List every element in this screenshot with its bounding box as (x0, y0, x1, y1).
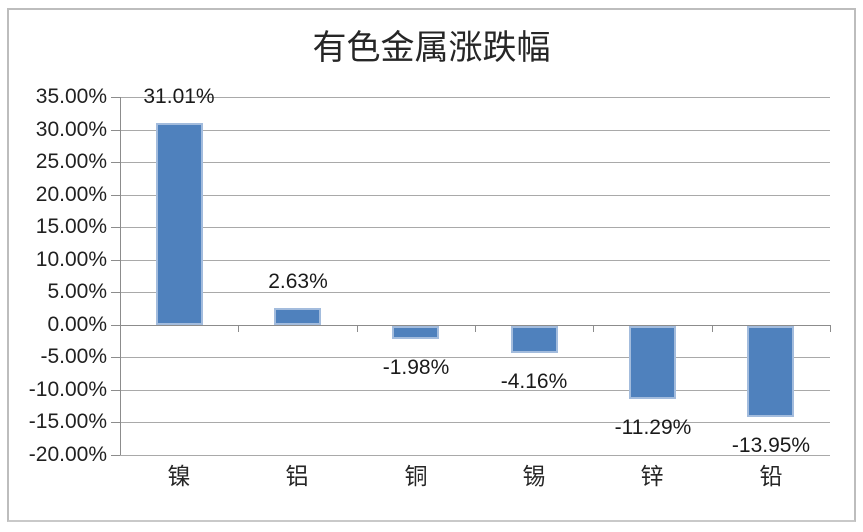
x-axis-tick (712, 325, 713, 332)
bar-value-label: 31.01% (143, 85, 215, 108)
y-axis-tick (111, 195, 120, 196)
y-axis-label: -5.00% (40, 345, 107, 368)
y-axis-label: 0.00% (47, 313, 107, 336)
category-label: 铅 (759, 464, 783, 490)
bar-value-label: -11.29% (614, 416, 692, 439)
category-label: 锌 (640, 464, 664, 490)
y-axis-label: 20.00% (35, 183, 107, 206)
bar-value-label: -1.98% (382, 356, 450, 379)
chart-bar-锌 (629, 326, 676, 399)
y-axis-tick (111, 357, 120, 358)
y-axis-tick (111, 325, 120, 326)
y-axis-tick (111, 455, 120, 456)
plot-area: 35.00% 30.00% 25.00% 20.00% 15.00% 10.00% 5.00… (9, 10, 854, 520)
x-axis-tick (120, 325, 121, 332)
category-label: 镍 (167, 464, 191, 490)
y-axis-line (120, 97, 121, 455)
y-axis-label: 10.00% (35, 248, 107, 271)
chart-title: 有色金属涨跌幅 (312, 28, 551, 68)
category-label: 铜 (404, 464, 428, 490)
gridline-15.00% (120, 227, 830, 228)
x-axis-tick (238, 325, 239, 332)
category-label: 铝 (285, 464, 309, 490)
gridline--15.00% (120, 422, 830, 423)
x-axis-tick (593, 325, 594, 332)
category-label: 锡 (522, 464, 546, 490)
gridline--5.00% (120, 357, 830, 358)
bar-value-label: -13.95% (731, 434, 811, 457)
y-axis-label: -10.00% (28, 378, 107, 401)
y-axis-label: 5.00% (47, 280, 107, 303)
bar-value-label: -4.16% (500, 370, 568, 393)
chart-bar-铝 (274, 308, 321, 325)
chart-bar-镍 (156, 123, 203, 325)
gridline-35.00% (120, 97, 830, 98)
chart-bar-锡 (511, 326, 558, 353)
y-axis-label: -20.00% (28, 443, 107, 466)
y-axis-label: 25.00% (35, 150, 107, 173)
x-axis-tick (830, 325, 831, 332)
x-axis-tick (475, 325, 476, 332)
y-axis-label: 35.00% (35, 85, 107, 108)
y-axis-tick (111, 227, 120, 228)
gridline-25.00% (120, 162, 830, 163)
y-axis-label: -15.00% (28, 410, 107, 433)
chart-bar-铅 (747, 326, 794, 417)
gridline--20.00% (120, 455, 830, 456)
gridline--10.00% (120, 390, 830, 391)
bar-value-label: 2.63% (268, 270, 328, 293)
x-axis-tick (357, 325, 358, 332)
chart-frame: 有色金属涨跌幅 35.00% 30.00% 25.00% 20.00% 15.00% 10… (7, 8, 856, 522)
y-axis-tick (111, 292, 120, 293)
y-axis-label: 15.00% (35, 215, 107, 238)
y-axis-tick (111, 130, 120, 131)
chart-bar-铜 (392, 326, 439, 339)
y-axis-tick (111, 162, 120, 163)
y-axis-tick (111, 422, 120, 423)
y-axis-label: 30.00% (35, 118, 107, 141)
y-axis-tick (111, 390, 120, 391)
gridline-30.00% (120, 130, 830, 131)
gridline-20.00% (120, 195, 830, 196)
gridline-10.00% (120, 260, 830, 261)
gridline-5.00% (120, 292, 830, 293)
y-axis-tick (111, 260, 120, 261)
y-axis-tick (111, 97, 120, 98)
